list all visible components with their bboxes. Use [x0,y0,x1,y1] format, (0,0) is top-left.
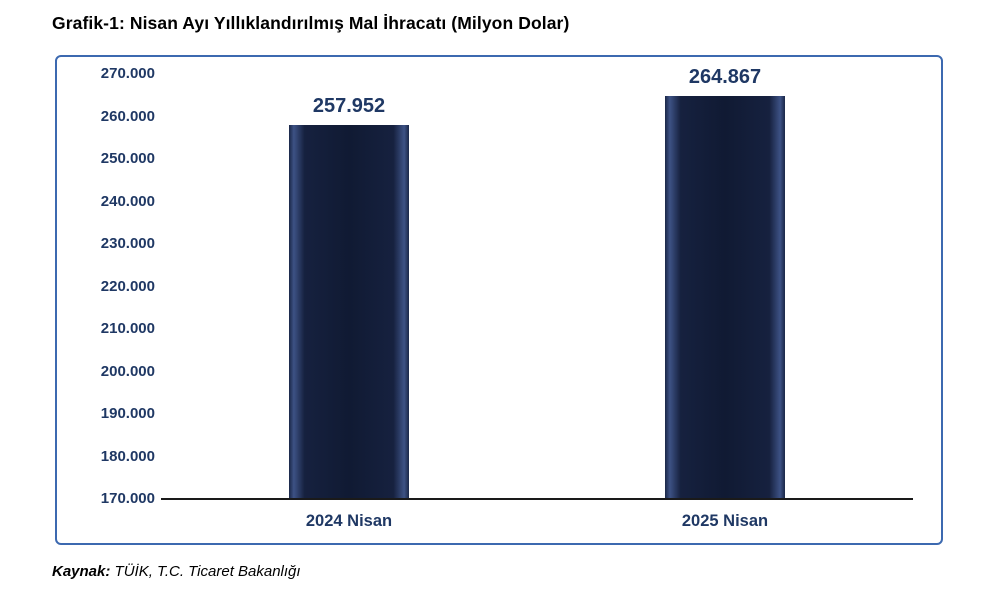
source-text: TÜİK, T.C. Ticaret Bakanlığı [110,563,301,580]
bar-value-label-2024: 257.952 [312,95,386,118]
x-axis-line [161,498,913,500]
bar-2025-nisan [665,95,785,499]
y-axis-tick-label: 260.000 [100,107,155,125]
y-axis-tick-label: 250.000 [100,150,155,167]
y-axis-tick-label: 180.000 [100,447,155,465]
chart-title: Grafik-1: Nisan Ayı Yıllıklandırılmış Ma… [52,13,570,33]
x-axis-labels: 2024 Nisan 2025 Nisan [161,512,913,531]
y-axis: 270.000 260.000 250.000 240.000 230.000 220.0… [67,57,155,543]
bar-value-label-2025: 264.867 [688,65,762,88]
plot-area: 257.952 264.867 [161,66,913,500]
chart-frame: 270.000 260.000 250.000 240.000 230.000 220.0… [55,55,943,545]
bar-slot-2024: 257.952 [161,74,537,499]
bar-group-2025-nisan: 264.867 [665,66,785,499]
source-note: Kaynak: TÜİK, T.C. Ticaret Bakanlığı [52,563,301,580]
y-axis-tick-label: 270.000 [100,65,155,82]
y-axis-tick-label: 220.000 [100,277,155,295]
source-label: Kaynak: [52,563,111,580]
y-axis-tick-label: 230.000 [100,235,155,252]
y-axis-tick-label: 200.000 [100,362,155,380]
x-label-2025-nisan: 2025 Nisan [681,512,769,530]
y-axis-tick-label: 240.000 [100,192,155,210]
y-axis-tick-label: 170.000 [100,490,155,507]
y-axis-tick-label: 190.000 [100,405,155,422]
bar-group-2024-nisan: 257.952 [289,95,409,499]
bar-2024-nisan [289,125,409,499]
y-axis-tick-label: 210.000 [100,320,155,337]
x-label-2024-nisan: 2024 Nisan [305,512,393,530]
bar-slot-2025: 264.867 [537,66,913,499]
